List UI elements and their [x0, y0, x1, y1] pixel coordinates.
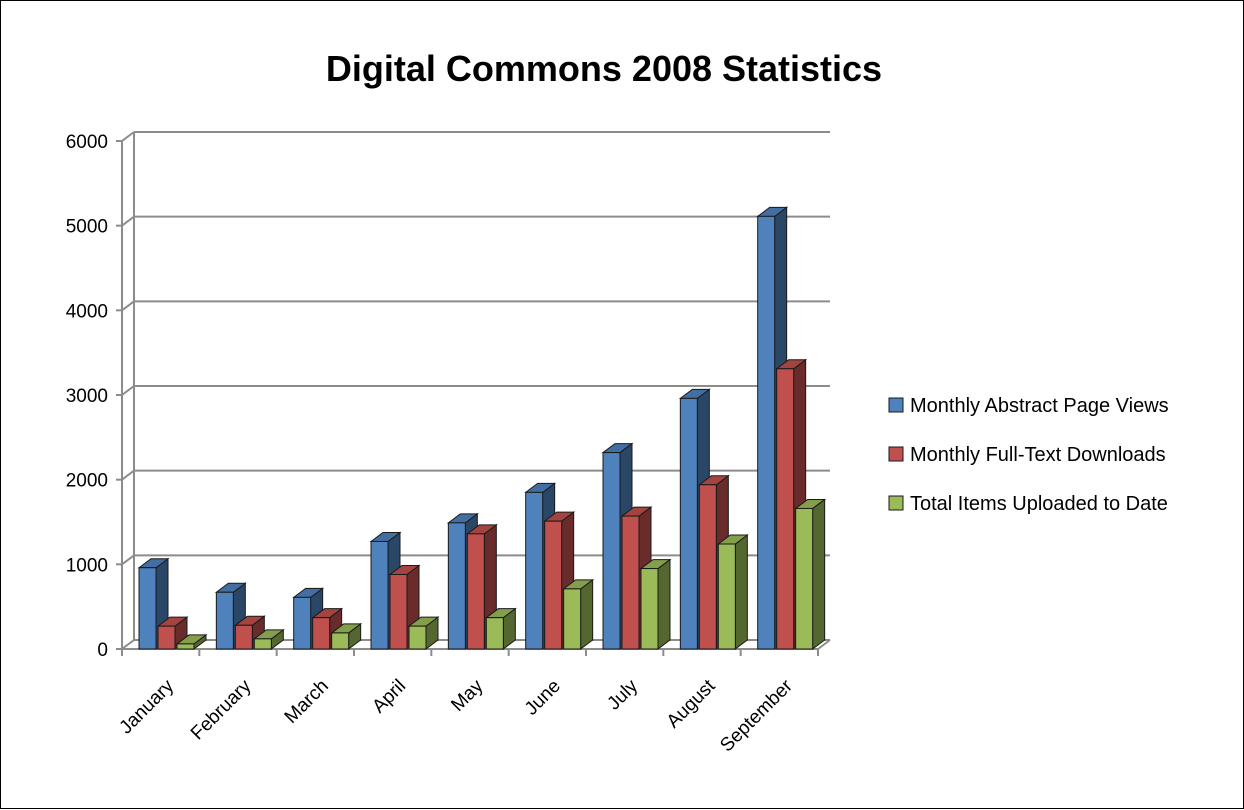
bar-front — [466, 533, 485, 650]
chart-title: Digital Commons 2008 Statistics — [326, 48, 882, 89]
x-tick-label: May — [447, 675, 488, 716]
bar — [407, 616, 440, 650]
x-tick-label: April — [368, 676, 410, 718]
bar-front — [679, 397, 698, 650]
bar-side — [812, 498, 826, 650]
y-tick-label: 3000 — [66, 386, 108, 407]
bar-front — [698, 484, 717, 650]
bar-front — [795, 507, 814, 650]
x-tick-label: June — [521, 676, 565, 720]
bar-front — [215, 591, 234, 650]
bar-front — [370, 540, 389, 650]
bar-front — [485, 617, 504, 650]
legend-swatch — [888, 446, 904, 462]
bar-front — [717, 543, 736, 650]
bar-front — [234, 624, 253, 650]
legend-label: Total Items Uploaded to Date — [910, 493, 1168, 515]
bar-front — [640, 568, 659, 650]
x-tick-label: July — [603, 675, 642, 714]
y-tick-label: 5000 — [66, 217, 108, 238]
gridline-side — [121, 469, 135, 481]
axes: 0 1000 2000 3000 4000 5000 6000 January February… — [66, 132, 831, 756]
bar-side — [657, 558, 671, 650]
gridline-side — [121, 639, 135, 650]
bar-front — [776, 368, 795, 650]
gridline-side — [121, 385, 135, 396]
bar-front — [757, 215, 776, 650]
bar — [794, 498, 827, 650]
bar-front — [176, 643, 195, 650]
bar-front — [389, 573, 408, 650]
legend-label: Monthly Full-Text Downloads — [910, 444, 1166, 466]
y-tick-label: 4000 — [66, 301, 108, 322]
legend-label: Monthly Abstract Page Views — [910, 395, 1169, 417]
bar — [175, 633, 208, 650]
gridline-side — [121, 300, 135, 312]
bar-front — [138, 567, 157, 650]
bar-side — [734, 534, 748, 650]
bar-front — [331, 632, 350, 650]
bar-front — [312, 617, 331, 650]
x-tick-label: August — [663, 675, 720, 732]
bar — [311, 607, 344, 650]
legend: Monthly Abstract Page Views Monthly Full-… — [888, 395, 1169, 515]
bar-front — [293, 596, 312, 650]
bar — [330, 622, 363, 650]
y-tick-label: 2000 — [66, 471, 108, 492]
bar-front — [253, 638, 272, 650]
bar — [639, 558, 672, 650]
x-tick-label: February — [187, 675, 256, 744]
bar-front — [157, 625, 176, 650]
legend-swatch — [888, 397, 904, 413]
bar-front — [544, 520, 563, 650]
legend-swatch — [888, 495, 904, 511]
bar-front — [563, 588, 582, 650]
bar — [562, 578, 595, 650]
bar-front — [447, 522, 466, 650]
bar — [465, 523, 498, 650]
x-tick-label: March — [281, 676, 333, 728]
y-tick-label: 1000 — [66, 555, 108, 576]
bar-front — [408, 625, 427, 650]
gridlines — [121, 131, 830, 650]
bar — [156, 616, 189, 650]
gridline-side — [121, 131, 135, 142]
bar — [484, 607, 517, 651]
bar-front — [621, 515, 640, 650]
gridline-side — [121, 554, 135, 566]
y-tick-label: 6000 — [66, 132, 108, 153]
floor-edge — [817, 639, 831, 650]
gridline-side — [121, 215, 135, 227]
x-tick-label: January — [116, 675, 179, 738]
bar-front — [602, 452, 621, 650]
y-tick-label: 0 — [97, 640, 108, 661]
bar-side — [580, 578, 594, 650]
bars — [137, 206, 827, 651]
bar-front — [525, 491, 544, 650]
x-tick-label: September — [716, 675, 797, 756]
bar — [252, 628, 285, 650]
bar — [716, 534, 749, 650]
